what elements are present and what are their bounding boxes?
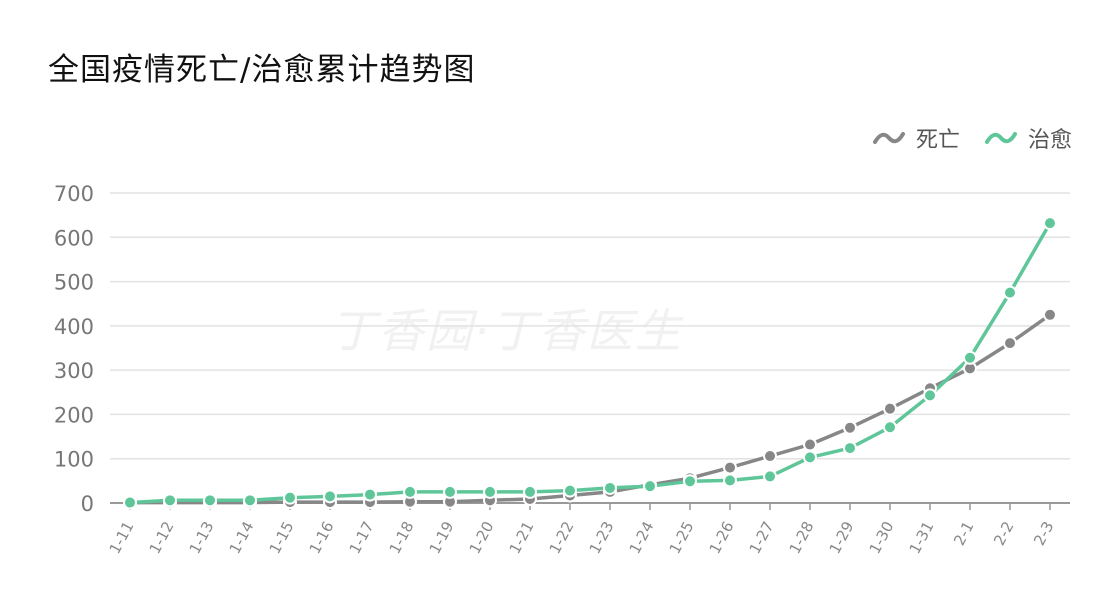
data-point-cured[interactable] bbox=[123, 495, 137, 510]
legend-swatch-icon bbox=[872, 132, 905, 144]
data-point-death[interactable] bbox=[1003, 336, 1017, 351]
data-point-death[interactable] bbox=[763, 449, 777, 464]
data-point-cured[interactable] bbox=[763, 469, 777, 484]
data-point-cured[interactable] bbox=[523, 484, 537, 499]
data-point-cured[interactable] bbox=[603, 480, 617, 495]
y-tick-label: 700 bbox=[54, 182, 94, 206]
x-tick-label: 1-15 bbox=[266, 518, 298, 557]
x-tick-label: 2-2 bbox=[990, 518, 1017, 548]
data-point-cured[interactable] bbox=[1003, 285, 1017, 300]
x-tick-label: 1-12 bbox=[146, 518, 178, 557]
y-tick-label: 0 bbox=[81, 492, 94, 516]
data-point-cured[interactable] bbox=[363, 487, 377, 502]
data-point-cured[interactable] bbox=[683, 474, 697, 489]
legend-swatch-icon bbox=[984, 132, 1017, 144]
x-tick-label: 2-3 bbox=[1030, 518, 1057, 548]
legend: 死亡 治愈 bbox=[848, 122, 1072, 154]
chart-title: 全国疫情死亡/治愈累计趋势图 bbox=[48, 52, 476, 88]
x-tick-label: 1-17 bbox=[346, 518, 378, 557]
data-point-death[interactable] bbox=[723, 460, 737, 475]
data-point-cured[interactable] bbox=[643, 479, 657, 494]
x-tick-label: 1-20 bbox=[466, 518, 498, 557]
watermark: 丁香园·丁香医生 bbox=[330, 304, 683, 358]
x-tick-label: 1-28 bbox=[786, 518, 818, 557]
x-tick-label: 1-16 bbox=[306, 518, 338, 557]
data-point-cured[interactable] bbox=[963, 350, 977, 365]
data-point-cured[interactable] bbox=[443, 484, 457, 499]
data-point-cured[interactable] bbox=[563, 483, 577, 498]
data-point-cured[interactable] bbox=[883, 420, 897, 435]
x-tick-label: 1-26 bbox=[706, 518, 738, 557]
data-point-cured[interactable] bbox=[203, 493, 217, 508]
data-point-cured[interactable] bbox=[403, 484, 417, 499]
data-point-cured[interactable] bbox=[243, 493, 257, 508]
x-tick-label: 1-24 bbox=[626, 518, 658, 557]
x-tick-label: 1-27 bbox=[746, 518, 778, 557]
x-tick-label: 2-1 bbox=[950, 518, 977, 548]
x-tick-label: 1-29 bbox=[826, 518, 858, 557]
x-tick-label: 1-21 bbox=[506, 518, 538, 557]
data-point-death[interactable] bbox=[883, 401, 897, 416]
legend-item-death[interactable]: 死亡 bbox=[872, 122, 960, 154]
x-tick-label: 1-25 bbox=[666, 518, 698, 557]
data-point-death[interactable] bbox=[803, 437, 817, 452]
data-point-cured[interactable] bbox=[323, 489, 337, 504]
x-tick-label: 1-13 bbox=[186, 518, 218, 557]
legend-item-cured[interactable]: 治愈 bbox=[984, 122, 1072, 154]
data-point-death[interactable] bbox=[843, 420, 857, 435]
data-point-cured[interactable] bbox=[843, 441, 857, 456]
data-point-cured[interactable] bbox=[163, 493, 177, 508]
data-point-death[interactable] bbox=[1043, 307, 1057, 322]
y-tick-label: 600 bbox=[54, 226, 94, 250]
legend-label: 治愈 bbox=[1027, 128, 1072, 153]
data-point-cured[interactable] bbox=[723, 473, 737, 488]
y-tick-label: 300 bbox=[54, 359, 94, 383]
legend-label: 死亡 bbox=[915, 128, 960, 153]
y-tick-label: 200 bbox=[54, 403, 94, 427]
data-point-cured[interactable] bbox=[483, 484, 497, 499]
y-tick-label: 400 bbox=[54, 315, 94, 339]
x-tick-label: 1-22 bbox=[546, 518, 578, 557]
data-point-cured[interactable] bbox=[803, 450, 817, 465]
x-tick-label: 1-30 bbox=[866, 518, 898, 557]
y-tick-label: 500 bbox=[54, 271, 94, 295]
data-point-cured[interactable] bbox=[283, 490, 297, 505]
x-tick-label: 1-31 bbox=[906, 518, 938, 557]
data-point-cured[interactable] bbox=[923, 388, 937, 403]
y-tick-label: 100 bbox=[54, 448, 94, 472]
x-tick-label: 1-14 bbox=[226, 518, 258, 557]
x-tick-label: 1-18 bbox=[386, 518, 418, 557]
series-line-cured bbox=[129, 222, 1052, 505]
x-tick-label: 1-23 bbox=[586, 518, 618, 557]
data-point-cured[interactable] bbox=[1043, 216, 1057, 231]
x-tick-label: 1-19 bbox=[426, 518, 458, 557]
x-tick-label: 1-11 bbox=[106, 518, 138, 557]
